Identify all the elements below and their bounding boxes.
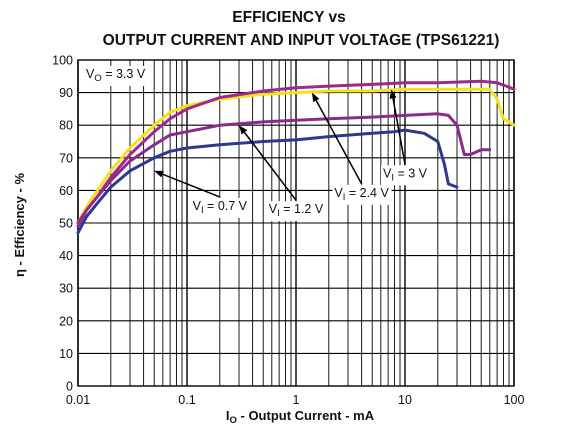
annotations: VI = 0.7 V VI = 1.2 V VI = 2.4 V VI = 3 V VO… xyxy=(84,66,430,222)
annotation-arrow-line xyxy=(243,131,297,201)
y-tick-label: 30 xyxy=(59,282,73,296)
annotation-background xyxy=(381,165,430,186)
grid xyxy=(77,59,515,387)
annotation-arrowhead xyxy=(154,170,164,178)
y-tick-label: 10 xyxy=(59,347,73,361)
annotation-background xyxy=(84,66,148,86)
y-tick-label: 100 xyxy=(52,54,73,68)
annotation-arrowhead xyxy=(389,89,397,99)
x-axis-title: IO - Output Current - mA xyxy=(226,408,375,426)
series-layer xyxy=(76,79,516,235)
annotation-arrow-line xyxy=(315,100,363,185)
y-tick-label: 0 xyxy=(66,380,73,394)
y-tick-label: 40 xyxy=(59,249,73,263)
annotation-background xyxy=(332,184,392,205)
x-tick-label: 0.01 xyxy=(66,393,90,407)
annotation: VI = 0.7 V xyxy=(190,197,250,218)
y-tick-label: 60 xyxy=(59,184,73,198)
y-tick-label: 90 xyxy=(59,86,73,100)
y-tick-label: 20 xyxy=(59,314,73,328)
x-tick-label: 100 xyxy=(504,393,525,407)
annotation: VI = 2.4 V xyxy=(332,184,392,205)
x-tick-label: 10 xyxy=(398,393,412,407)
annotation-label: VI = 2.4 V xyxy=(334,186,389,203)
y-tick-label: 80 xyxy=(59,119,73,133)
annotation-label: VI = 3 V xyxy=(383,166,428,183)
annotation-arrow-line xyxy=(162,173,221,198)
tick-labels: 0.01 0.1 1 10 100 0 10 20 30 40 50 60 70 80 90 100 xyxy=(52,54,524,408)
annotation-arrowhead xyxy=(239,125,248,135)
series-line xyxy=(76,79,516,225)
annotation: VI = 3 V xyxy=(381,165,430,186)
annotation-label: VI = 0.7 V xyxy=(193,199,248,216)
chart-title: EFFICIENCY vs xyxy=(232,9,345,26)
y-tick-label: 70 xyxy=(59,151,73,165)
x-tick-label: 0.1 xyxy=(178,393,195,407)
x-tick-label: 1 xyxy=(293,393,300,407)
annotation-background xyxy=(266,201,326,222)
y-tick-label: 50 xyxy=(59,217,73,231)
annotation-background xyxy=(190,197,250,218)
series-line xyxy=(76,112,492,228)
chart-subtitle: OUTPUT CURRENT AND INPUT VOLTAGE (TPS612… xyxy=(103,32,500,49)
y-axis-title: η - Efficiency - % xyxy=(12,173,27,277)
annotation-arrowhead xyxy=(311,92,320,103)
annotation: VI = 1.2 V xyxy=(266,201,326,222)
annotation-label: VI = 1.2 V xyxy=(269,202,324,219)
annotation-arrow-line xyxy=(392,98,406,165)
series-line xyxy=(76,128,459,235)
series-line xyxy=(76,87,516,225)
annotation-label: VO = 3.3 V xyxy=(86,67,146,84)
annotation: VO = 3.3 V xyxy=(84,66,148,86)
